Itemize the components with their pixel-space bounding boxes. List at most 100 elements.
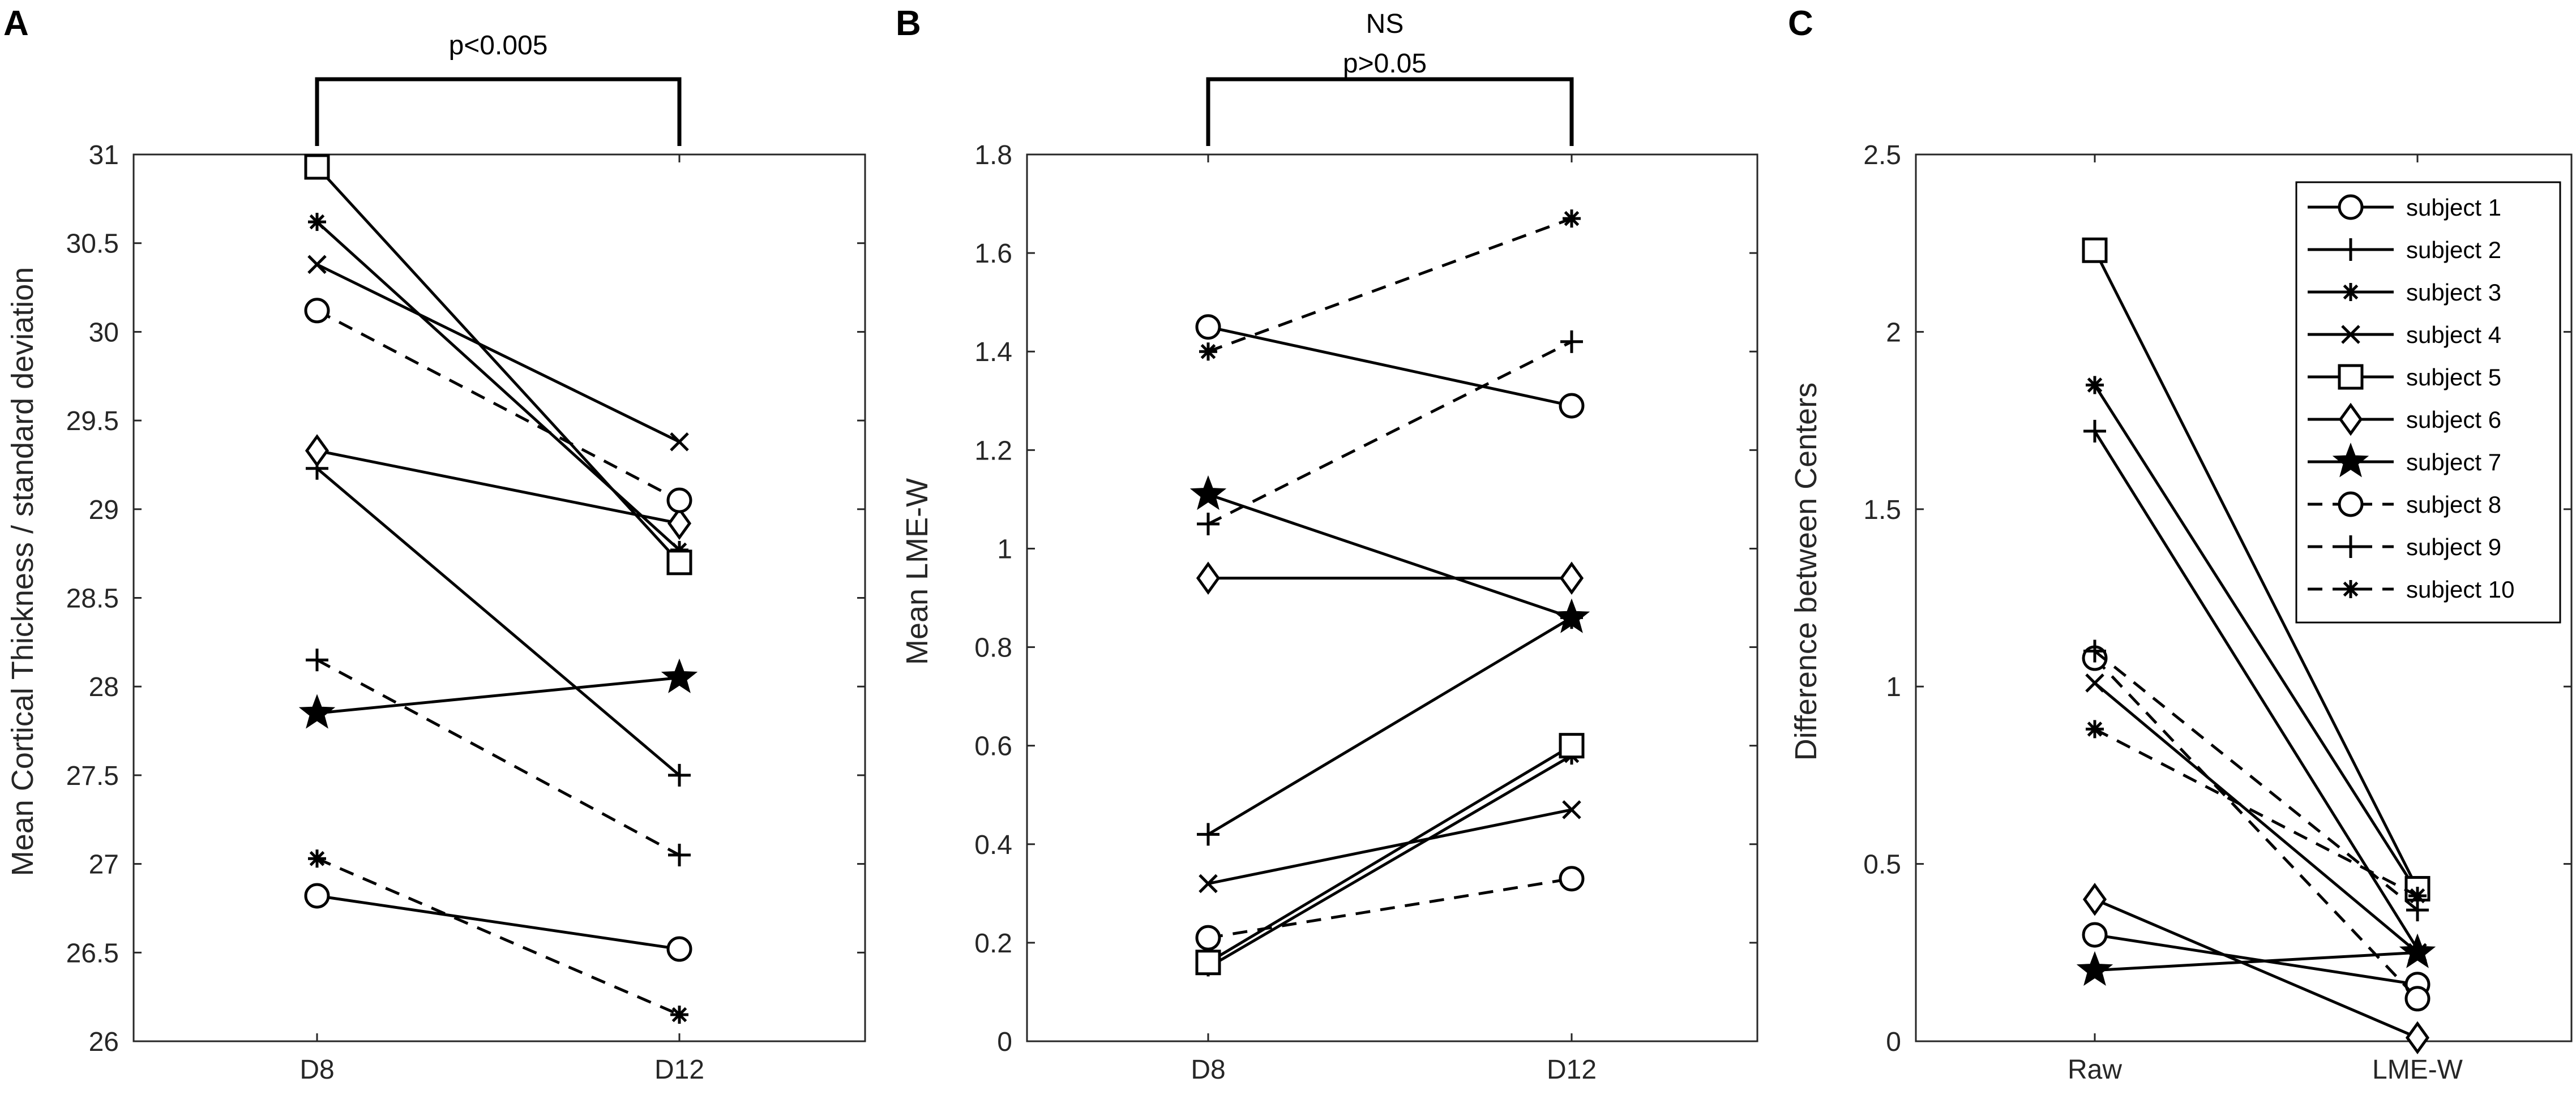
- data-point: [305, 434, 330, 467]
- legend-label: subject 9: [2406, 534, 2501, 560]
- series-line: [316, 857, 680, 1016]
- data-point: [2408, 887, 2427, 905]
- legend-marker: [2338, 402, 2363, 436]
- y-tick-label: 2: [1886, 317, 1901, 347]
- legend-marker: [2339, 535, 2362, 558]
- data-point: [308, 849, 326, 868]
- y-tick-label: 0.5: [1863, 850, 1901, 880]
- series-line: [316, 263, 681, 443]
- y-tick-label: 0.4: [974, 830, 1012, 860]
- series-subject-1: [304, 883, 692, 962]
- series-subject-3: [308, 213, 688, 559]
- data-point: [2404, 986, 2430, 1012]
- significance-bracket: [315, 77, 682, 146]
- data-point: [298, 694, 336, 729]
- data-point: [1559, 393, 1585, 419]
- legend-marker: [2332, 443, 2369, 478]
- data-point: [1559, 561, 1584, 595]
- data-point: [1559, 866, 1585, 892]
- data-point: [2082, 922, 2108, 948]
- series-subject-9: [306, 649, 691, 866]
- legend-entry: subject 2: [2308, 237, 2501, 263]
- y-tick-label: 31: [89, 140, 119, 170]
- data-point: [304, 883, 330, 909]
- data-point: [2405, 1021, 2430, 1055]
- y-tick-label: 2.5: [1863, 140, 1901, 170]
- data-point: [1560, 330, 1583, 353]
- legend-label: subject 2: [2406, 237, 2501, 263]
- legend-label: subject 5: [2406, 364, 2501, 390]
- data-point: [667, 506, 692, 540]
- series-subject-2: [306, 457, 691, 787]
- data-point: [2083, 419, 2106, 443]
- legend: subject 1 subject 2 subject 3 subject 4 subj…: [2295, 181, 2561, 624]
- y-axis-label-b: Mean LME-W: [900, 478, 934, 665]
- data-point: [1189, 475, 1227, 510]
- series-line: [2094, 951, 2418, 972]
- series-line: [2093, 250, 2419, 890]
- x-tick-label: D8: [299, 1055, 334, 1085]
- series-subject-4: [307, 255, 689, 452]
- axes-box-c: [1915, 153, 2573, 1042]
- series-line: [316, 467, 681, 776]
- y-tick-label: 0: [997, 1027, 1012, 1057]
- y-tick-label: 1: [997, 534, 1012, 564]
- y-tick-label: 27: [89, 850, 119, 880]
- data-point: [1195, 314, 1221, 340]
- panel-c: 0 0.5 1 1.5 2 2.5 Raw LME-W: [1863, 140, 2573, 1085]
- series-line: [1207, 616, 1573, 836]
- legend-entry: subject 5: [2308, 364, 2501, 390]
- data-point: [666, 487, 692, 513]
- data-point: [661, 658, 698, 693]
- series-subject-5: [304, 154, 692, 576]
- y-tick-label: 29: [89, 495, 119, 525]
- x-tick-label: Raw: [2068, 1055, 2122, 1085]
- series-subject-7: [1189, 475, 1590, 633]
- series-line: [316, 166, 681, 564]
- y-tick-label: 1.6: [974, 239, 1012, 269]
- data-point: [670, 1005, 688, 1024]
- series-subject-7: [298, 658, 698, 729]
- series-line: [2094, 933, 2418, 986]
- legend-entry: subject 8: [2308, 491, 2501, 518]
- panel-letter-b: B: [896, 4, 921, 43]
- data-point: [304, 298, 330, 324]
- series-line: [2094, 657, 2419, 1000]
- data-point: [306, 649, 328, 672]
- x-tick-label: D12: [654, 1055, 704, 1085]
- data-point: [1553, 598, 1590, 633]
- series-line: [1208, 808, 1572, 885]
- series-line: [316, 894, 680, 951]
- data-point: [2076, 951, 2113, 986]
- y-tick-label: 26: [89, 1027, 119, 1057]
- data-point: [1199, 874, 1218, 894]
- data-point: [1196, 561, 1221, 595]
- y-tick-label: 30: [89, 317, 119, 347]
- data-point: [668, 763, 691, 787]
- series-subject-10: [308, 849, 688, 1024]
- series-subject-6: [1196, 561, 1584, 595]
- annotation-a-pvalue: p<0.005: [449, 31, 548, 61]
- legend-label: subject 10: [2406, 576, 2514, 603]
- data-point: [1195, 950, 1221, 976]
- legend-label: subject 4: [2406, 321, 2501, 348]
- series-subject-8: [304, 298, 692, 513]
- legend-marker: [2342, 283, 2360, 301]
- data-point: [1197, 823, 1219, 846]
- y-tick-label: 0.2: [974, 929, 1012, 959]
- legend-entry: subject 4: [2308, 321, 2501, 348]
- data-point: [1562, 800, 1581, 819]
- legend-entry: subject 1: [2308, 194, 2501, 221]
- data-point: [2082, 237, 2108, 263]
- axes-box-a: [132, 153, 866, 1042]
- series-line: [1207, 744, 1573, 964]
- series-subject-8: [1195, 866, 1585, 951]
- legend-marker: [2341, 325, 2360, 344]
- y-tick-label: 0: [1886, 1027, 1901, 1057]
- series-subject-10: [1199, 209, 1581, 361]
- data-point: [304, 154, 330, 180]
- data-point: [307, 255, 327, 274]
- y-tick-label: 29.5: [66, 406, 119, 436]
- data-point: [2086, 376, 2104, 394]
